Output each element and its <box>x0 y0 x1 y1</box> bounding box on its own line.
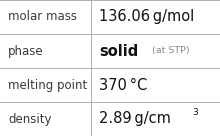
Text: melting point: melting point <box>8 78 87 92</box>
Text: 370 °C: 370 °C <box>99 78 148 92</box>
Text: density: density <box>8 112 51 126</box>
Text: 2.89 g/cm: 2.89 g/cm <box>99 112 171 126</box>
Text: solid: solid <box>99 44 139 58</box>
Text: phase: phase <box>8 44 44 58</box>
Text: 3: 3 <box>192 108 198 117</box>
Text: molar mass: molar mass <box>8 10 77 24</box>
Text: (at STP): (at STP) <box>152 47 190 55</box>
Text: 136.06 g/mol: 136.06 g/mol <box>99 10 194 24</box>
